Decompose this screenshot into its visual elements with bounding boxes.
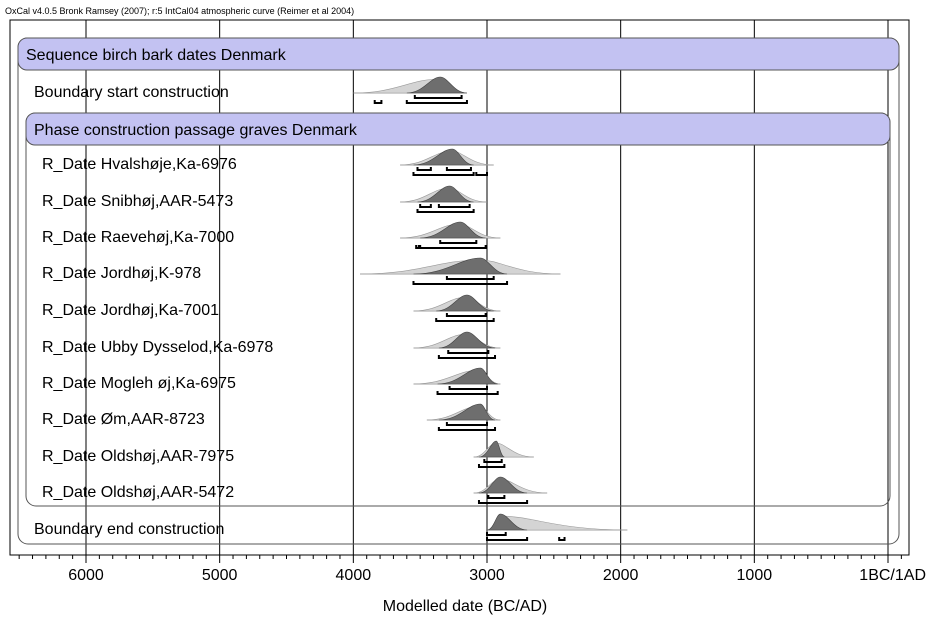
- posterior-curve: [420, 221, 486, 239]
- tick-label: 2000: [603, 567, 639, 584]
- row-label: R_Date Raevehøj,Ka-7000: [42, 229, 234, 246]
- posterior-curve: [413, 148, 474, 166]
- range-95: [435, 318, 495, 322]
- posterior-curve: [436, 294, 494, 312]
- range-68: [413, 95, 463, 99]
- range-95: [405, 100, 468, 104]
- row: R_Date Øm,AAR-8723: [42, 403, 501, 431]
- rows: Boundary start construction R_Date Hvalsh…: [34, 76, 628, 541]
- range-95: [486, 537, 529, 541]
- header-note: OxCal v4.0.5 Bronk Ramsey (2007); r:5 In…: [5, 6, 355, 16]
- range-68: [419, 204, 432, 208]
- row-label: R_Date Oldshøj,AAR-7975: [42, 448, 234, 465]
- row: R_Date Raevehøj,Ka-7000: [42, 221, 501, 249]
- row: R_Date Ubby Dysselod,Ka-6978: [42, 331, 501, 359]
- tick-label: 4000: [336, 567, 372, 584]
- sequence-header-band: [17, 37, 900, 71]
- range-95: [437, 427, 497, 431]
- row: Boundary end construction: [34, 513, 628, 541]
- row: R_Date Jordhøj,K-978: [42, 257, 561, 285]
- range-95: [436, 391, 499, 395]
- posterior-curve: [406, 76, 467, 94]
- posterior-curve: [478, 440, 505, 458]
- posterior-curve: [486, 513, 528, 531]
- range-95: [477, 500, 529, 504]
- phase-title: Phase construction passage graves Denmar…: [34, 122, 358, 139]
- row: R_Date Oldshøj,AAR-5472: [42, 476, 548, 504]
- tick-label: 1BC/1AD: [859, 567, 926, 584]
- posterior-curve: [413, 257, 508, 275]
- row-label: Boundary end construction: [34, 521, 224, 538]
- x-axis-label: Modelled date (BC/AD): [382, 598, 548, 615]
- phase-header-band: [25, 112, 891, 146]
- row-label: Boundary start construction: [34, 84, 229, 101]
- range-95: [373, 100, 383, 104]
- range-95: [437, 355, 497, 359]
- range-95: [419, 245, 487, 249]
- range-68: [445, 313, 487, 317]
- range-95: [475, 172, 488, 176]
- posterior-curve: [437, 367, 498, 385]
- range-68: [483, 459, 503, 463]
- row: R_Date Mogleh øj,Ka-6975: [42, 367, 501, 395]
- gridlines: [85, 20, 889, 555]
- tick-label: 1000: [737, 567, 773, 584]
- range-95: [416, 209, 475, 213]
- posterior-curve: [438, 403, 496, 421]
- row: R_Date Hvalshøje,Ka-6976: [42, 148, 494, 176]
- row-label: R_Date Jordhøj,Ka-7001: [42, 302, 219, 319]
- posterior-curve: [478, 476, 528, 494]
- range-68: [487, 495, 506, 499]
- range-68: [448, 386, 488, 390]
- tick-label: 3000: [469, 567, 505, 584]
- range-68: [486, 532, 507, 536]
- posterior-curve: [438, 331, 496, 349]
- range-95: [558, 537, 566, 541]
- row: R_Date Snibhøj,AAR-5473: [42, 185, 488, 213]
- row-label: R_Date Mogleh øj,Ka-6975: [42, 375, 236, 392]
- row: R_Date Oldshøj,AAR-7975: [42, 440, 534, 468]
- plot-frame: [9, 19, 910, 556]
- row-label: R_Date Oldshøj,AAR-5472: [42, 484, 234, 501]
- range-68: [445, 422, 488, 426]
- range-95: [477, 464, 506, 468]
- posterior-curve: [417, 185, 474, 203]
- sequence-title: Sequence birch bark dates Denmark: [26, 47, 287, 64]
- row-label: R_Date Øm,AAR-8723: [42, 411, 205, 428]
- row: R_Date Jordhøj,Ka-7001: [42, 294, 501, 322]
- x-axis: 6000 5000 4000 3000 2000 1000 1BC/1AD: [10, 554, 926, 584]
- tick-label: 6000: [68, 567, 104, 584]
- row-label: R_Date Ubby Dysselod,Ka-6978: [42, 339, 273, 356]
- range-95: [415, 245, 420, 249]
- range-68: [437, 204, 471, 208]
- row-label: R_Date Jordhøj,K-978: [42, 265, 201, 282]
- range-95: [412, 172, 475, 176]
- range-68: [445, 276, 495, 280]
- range-68: [439, 240, 478, 244]
- tick-label: 5000: [202, 567, 238, 584]
- range-68: [445, 167, 472, 171]
- row: Boundary start construction: [34, 76, 468, 104]
- row-label: R_Date Snibhøj,AAR-5473: [42, 193, 233, 210]
- row-label: R_Date Hvalshøje,Ka-6976: [42, 156, 237, 173]
- range-95: [412, 281, 509, 285]
- range-68: [416, 167, 432, 171]
- range-68: [447, 350, 490, 354]
